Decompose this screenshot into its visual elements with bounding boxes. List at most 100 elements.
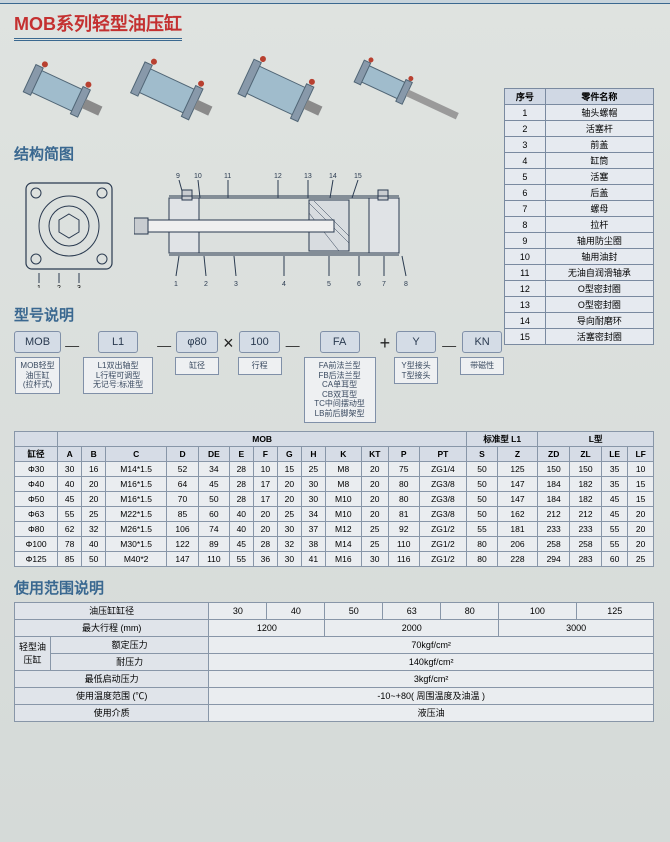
spec-table: MOB 标准型 L1 L型 缸径ABCDDEEFGHKKTPPTSZZDZLLE… — [14, 431, 654, 567]
cell: 106 — [167, 521, 199, 536]
cell: 55 — [467, 521, 498, 536]
col-header: 缸径 — [15, 446, 58, 461]
cell: Φ40 — [15, 476, 58, 491]
cell: 50 — [467, 461, 498, 476]
col-header: 零件名称 — [545, 89, 653, 105]
svg-text:2: 2 — [57, 285, 61, 288]
cell: 20 — [628, 536, 654, 551]
model-box: Y — [396, 331, 436, 353]
cell: 162 — [497, 506, 538, 521]
cell: 10 — [505, 249, 546, 265]
cell: M10 — [325, 506, 361, 521]
row-label: 使用温度范围 (℃) — [15, 687, 209, 704]
svg-text:3: 3 — [77, 285, 81, 288]
cell: 150 — [538, 461, 570, 476]
cell: 前盖 — [545, 137, 653, 153]
cell: 75 — [388, 461, 419, 476]
cell: 181 — [497, 521, 538, 536]
dash: — — [442, 331, 456, 353]
cell: 206 — [497, 536, 538, 551]
cell: 184 — [538, 476, 570, 491]
cell: 45 — [601, 506, 627, 521]
cell: Φ30 — [15, 461, 58, 476]
cell: 85 — [167, 506, 199, 521]
cell: 14 — [505, 313, 546, 329]
cell: 122 — [167, 536, 199, 551]
col-header: A — [58, 446, 82, 461]
cell: 40 — [229, 521, 253, 536]
cell: M12 — [325, 521, 361, 536]
model-box: φ80 — [176, 331, 217, 353]
cell: 50 — [467, 491, 498, 506]
cell: 45 — [58, 491, 82, 506]
col-header: G — [277, 446, 301, 461]
model-desc: FA前法兰型 FB后法兰型 CA单耳型 CB双耳型 TC中间摆动型 LB前后脚架… — [304, 357, 376, 423]
cell: 81 — [388, 506, 419, 521]
cell: 212 — [538, 506, 570, 521]
cell: 8 — [505, 217, 546, 233]
cell: 3kgf/cm² — [209, 670, 654, 687]
cell: 20 — [82, 491, 106, 506]
cell: ZG1/4 — [419, 461, 467, 476]
cell: 20 — [277, 476, 301, 491]
cell: 35 — [601, 476, 627, 491]
svg-text:15: 15 — [354, 173, 362, 180]
cell: 30 — [58, 461, 82, 476]
dash: — — [65, 331, 79, 353]
cell: M8 — [325, 461, 361, 476]
cell: 20 — [253, 506, 277, 521]
col-header: D — [167, 446, 199, 461]
cylinder-photo — [234, 47, 334, 137]
svg-text:13: 13 — [304, 173, 312, 180]
cell: 15 — [277, 461, 301, 476]
cell: 50 — [325, 602, 383, 619]
cell: 25 — [628, 551, 654, 566]
model-desc: 带磁性 — [460, 357, 504, 375]
cell: 35 — [601, 461, 627, 476]
cell: M22*1.5 — [106, 506, 167, 521]
svg-text:5: 5 — [327, 281, 331, 288]
cell: 60 — [601, 551, 627, 566]
col-header: LF — [628, 446, 654, 461]
cell: 62 — [58, 521, 82, 536]
cell: 20 — [361, 461, 388, 476]
cell: O型密封圈 — [545, 281, 653, 297]
range-table: 油压缸缸径 30 40 50 63 80 100 125 最大行程 (mm) 1… — [14, 602, 654, 722]
dash: — — [157, 331, 171, 353]
cell: 80 — [467, 536, 498, 551]
cell: 20 — [628, 521, 654, 536]
cell: M30*1.5 — [106, 536, 167, 551]
svg-text:9: 9 — [176, 173, 180, 180]
cell: 80 — [388, 476, 419, 491]
col-header — [15, 431, 58, 446]
cell: 3 — [505, 137, 546, 153]
cell: 80 — [388, 491, 419, 506]
cell: 40 — [229, 506, 253, 521]
cell: 40 — [82, 536, 106, 551]
times: × — [223, 331, 234, 354]
cell: 缸筒 — [545, 153, 653, 169]
col-header: K — [325, 446, 361, 461]
cell: 50 — [467, 506, 498, 521]
cell: M14 — [325, 536, 361, 551]
cell: 34 — [198, 461, 229, 476]
col-header: MOB — [58, 431, 467, 446]
cell: 45 — [229, 536, 253, 551]
col-header: B — [82, 446, 106, 461]
cell: 110 — [198, 551, 229, 566]
cell: M16*1.5 — [106, 476, 167, 491]
cell: 12 — [505, 281, 546, 297]
cell: 78 — [58, 536, 82, 551]
cell: 147 — [497, 491, 538, 506]
cell: 55 — [58, 506, 82, 521]
cell: Φ63 — [15, 506, 58, 521]
cell: M16 — [325, 551, 361, 566]
cell: 活塞 — [545, 169, 653, 185]
model-box: MOB — [14, 331, 61, 353]
cell: 150 — [570, 461, 602, 476]
cell: 55 — [601, 521, 627, 536]
cell: 15 — [505, 329, 546, 345]
col-header: ZD — [538, 446, 570, 461]
cell: 125 — [576, 602, 653, 619]
svg-text:14: 14 — [329, 173, 337, 180]
